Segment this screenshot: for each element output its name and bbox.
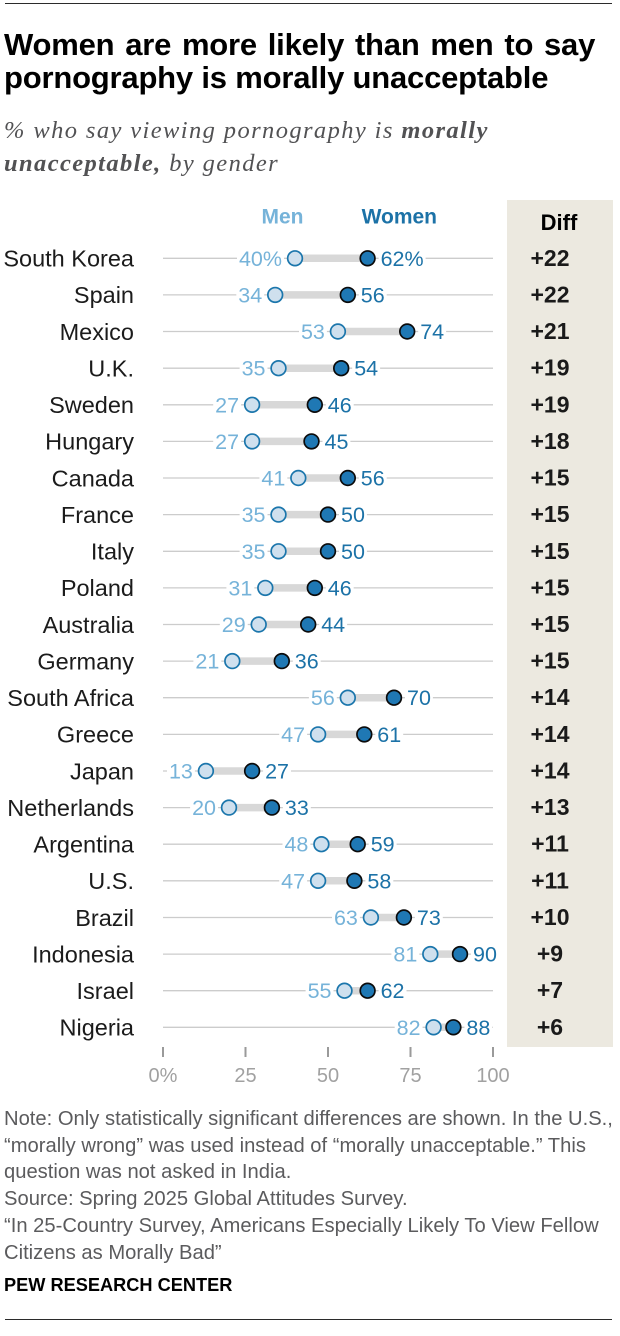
svg-text:48: 48 — [284, 833, 308, 857]
svg-text:Canada: Canada — [52, 465, 135, 491]
svg-text:44: 44 — [321, 613, 345, 637]
svg-text:U.S.: U.S. — [88, 868, 134, 894]
svg-text:+13: +13 — [530, 794, 569, 820]
svg-text:0%: 0% — [149, 1065, 178, 1087]
svg-text:25: 25 — [234, 1065, 256, 1087]
svg-text:41: 41 — [261, 467, 285, 491]
svg-text:+10: +10 — [530, 904, 569, 930]
svg-text:Mexico: Mexico — [60, 319, 134, 345]
svg-text:+15: +15 — [530, 611, 569, 637]
svg-text:27: 27 — [215, 393, 239, 417]
svg-text:35: 35 — [242, 357, 266, 381]
svg-text:+7: +7 — [537, 977, 563, 1003]
svg-text:27: 27 — [215, 430, 239, 454]
svg-text:South Korea: South Korea — [3, 246, 135, 272]
svg-text:90: 90 — [473, 943, 497, 967]
svg-text:75: 75 — [399, 1065, 421, 1087]
svg-text:74: 74 — [420, 320, 444, 344]
svg-text:+15: +15 — [530, 501, 569, 527]
svg-text:+15: +15 — [530, 648, 569, 674]
svg-text:+21: +21 — [530, 318, 569, 344]
svg-text:Japan: Japan — [70, 758, 134, 784]
svg-text:France: France — [61, 502, 134, 528]
svg-text:Men: Men — [262, 206, 304, 229]
svg-text:+14: +14 — [530, 721, 569, 747]
svg-text:62%: 62% — [381, 247, 424, 271]
svg-text:55: 55 — [308, 979, 332, 1003]
svg-text:Hungary: Hungary — [45, 429, 134, 455]
svg-text:Italy: Italy — [91, 539, 134, 565]
svg-text:50: 50 — [317, 1065, 339, 1087]
svg-text:56: 56 — [361, 467, 385, 491]
svg-text:Women: Women — [362, 206, 437, 229]
svg-text:27: 27 — [265, 760, 289, 784]
svg-text:50: 50 — [341, 503, 365, 527]
svg-text:62: 62 — [381, 979, 405, 1003]
svg-text:Australia: Australia — [43, 612, 135, 638]
svg-text:33: 33 — [285, 796, 309, 820]
svg-text:40%: 40% — [239, 247, 282, 271]
svg-text:50: 50 — [341, 540, 365, 564]
svg-text:47: 47 — [281, 723, 305, 747]
svg-text:Argentina: Argentina — [33, 832, 135, 858]
svg-text:+6: +6 — [537, 1014, 563, 1040]
svg-text:Brazil: Brazil — [75, 905, 134, 931]
svg-text:+22: +22 — [530, 281, 569, 307]
svg-text:21: 21 — [195, 650, 219, 674]
svg-text:70: 70 — [407, 686, 431, 710]
svg-text:88: 88 — [466, 1016, 490, 1040]
svg-text:56: 56 — [361, 283, 385, 307]
svg-text:Netherlands: Netherlands — [7, 795, 134, 821]
svg-text:+11: +11 — [531, 867, 569, 893]
svg-text:Spain: Spain — [74, 282, 134, 308]
svg-text:73: 73 — [417, 906, 441, 930]
svg-text:Greece: Greece — [57, 722, 134, 748]
svg-text:45: 45 — [325, 430, 349, 454]
svg-text:46: 46 — [328, 576, 352, 600]
svg-text:+22: +22 — [530, 245, 569, 271]
svg-text:31: 31 — [228, 576, 252, 600]
svg-text:29: 29 — [222, 613, 246, 637]
svg-text:+15: +15 — [530, 465, 569, 491]
svg-text:Diff: Diff — [541, 210, 578, 235]
svg-text:63: 63 — [334, 906, 358, 930]
svg-text:Israel: Israel — [77, 978, 134, 1004]
svg-text:54: 54 — [354, 357, 378, 381]
svg-text:47: 47 — [281, 869, 305, 893]
svg-text:+19: +19 — [530, 355, 569, 381]
svg-text:U.K.: U.K. — [88, 356, 134, 382]
svg-text:81: 81 — [393, 943, 417, 967]
svg-text:59: 59 — [371, 833, 395, 857]
svg-text:46: 46 — [328, 393, 352, 417]
svg-text:82: 82 — [397, 1016, 421, 1040]
svg-text:53: 53 — [301, 320, 325, 344]
svg-text:Poland: Poland — [61, 575, 134, 601]
svg-text:+14: +14 — [530, 684, 569, 710]
svg-text:+15: +15 — [530, 538, 569, 564]
svg-text:Germany: Germany — [37, 648, 134, 674]
svg-text:+18: +18 — [530, 428, 569, 454]
svg-text:34: 34 — [238, 283, 262, 307]
svg-text:+14: +14 — [530, 758, 569, 784]
svg-text:35: 35 — [242, 503, 266, 527]
svg-text:+11: +11 — [531, 831, 569, 857]
svg-text:35: 35 — [242, 540, 266, 564]
svg-text:36: 36 — [295, 650, 319, 674]
svg-text:56: 56 — [311, 686, 335, 710]
svg-text:Indonesia: Indonesia — [32, 941, 135, 967]
svg-text:Sweden: Sweden — [49, 392, 134, 418]
svg-text:100: 100 — [476, 1065, 509, 1087]
svg-text:+15: +15 — [530, 574, 569, 600]
svg-text:+9: +9 — [537, 941, 563, 967]
svg-text:13: 13 — [169, 760, 193, 784]
svg-text:Nigeria: Nigeria — [60, 1015, 135, 1041]
svg-text:+19: +19 — [530, 391, 569, 417]
svg-text:20: 20 — [192, 796, 216, 820]
svg-text:South Africa: South Africa — [7, 685, 135, 711]
svg-text:61: 61 — [377, 723, 401, 747]
svg-text:58: 58 — [367, 869, 391, 893]
